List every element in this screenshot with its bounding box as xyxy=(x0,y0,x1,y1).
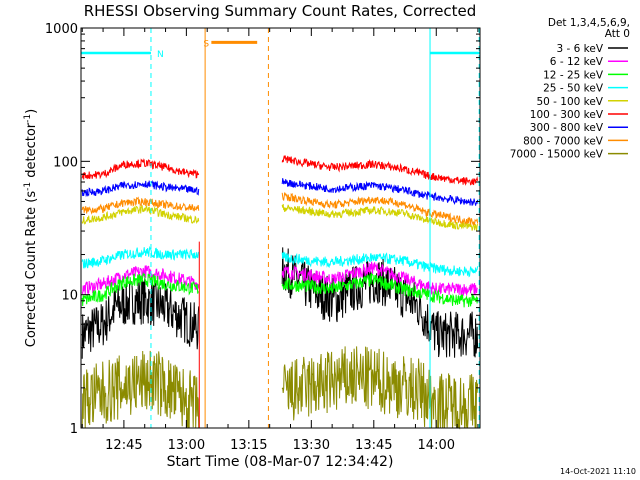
chart-title: RHESSI Observing Summary Count Rates, Co… xyxy=(84,2,477,20)
plot-frame xyxy=(80,27,481,429)
legend-header-line: Det 1,3,4,5,6,9, xyxy=(548,17,630,29)
x-tick-label: 13:15 xyxy=(230,438,267,453)
series-800-7000-kev-post-trace xyxy=(281,192,479,226)
plot-data-layer: NS xyxy=(81,28,480,430)
series-50-100-kev-post-trace xyxy=(281,203,479,231)
y-axis-label-main: Corrected Count Rate (s xyxy=(24,191,39,348)
x-tick-label: 14:00 xyxy=(418,438,455,453)
footer-timestamp: 14-Oct-2021 11:10 xyxy=(560,467,636,476)
x-tick-label: 13:45 xyxy=(355,438,392,453)
legend-entry-label: 12 - 25 keV xyxy=(543,69,604,81)
x-tick-label: 13:30 xyxy=(293,438,330,453)
y-axis-label-mid: detector xyxy=(24,122,39,182)
y-tick-label: 10 xyxy=(61,289,78,304)
series-6-12-kev-pre-trace xyxy=(81,265,200,295)
legend-entry-label: 6 - 12 keV xyxy=(550,56,604,68)
series-300-800-kev-pre-trace xyxy=(81,179,200,198)
series-25-50-kev-post-trace xyxy=(281,251,479,278)
x-tick-label: 13:00 xyxy=(168,438,205,453)
y-tick-label: 100 xyxy=(53,155,78,170)
series-50-100-kev-pre-trace xyxy=(81,205,200,225)
series-300-800-kev-post-trace xyxy=(281,178,479,206)
series-3-6-kev-pre-trace xyxy=(81,278,200,359)
x-axis-label: Start Time (08-Mar-07 12:34:42) xyxy=(167,454,394,470)
annotation-label-s: S xyxy=(203,39,209,49)
legend-entry-label: 300 - 800 keV xyxy=(530,122,604,134)
series-12-25-kev-pre-trace xyxy=(81,271,199,307)
series-100-300-kev-pre-trace xyxy=(81,158,200,180)
y-axis-label-end: ) xyxy=(24,109,39,114)
series-100-300-kev-post-trace xyxy=(281,155,479,186)
y-axis-label-sup1: -1 xyxy=(23,182,33,191)
y-axis-label: Corrected Count Rate (s-1 detector-1) xyxy=(23,109,39,347)
axis-layer: 12:45 13:00 13:15 13:30 13:45 14:00 1 10 100 1000 xyxy=(45,22,480,453)
y-tick-label: 1 xyxy=(70,422,78,437)
legend-entry-label: 800 - 7000 keV xyxy=(523,135,604,147)
annotation-label-n: N xyxy=(157,50,164,60)
series-6-12-kev-post-trace xyxy=(281,261,478,296)
legend-entry-label: 100 - 300 keV xyxy=(530,109,604,121)
legend-entry-label: 7000 - 15000 keV xyxy=(510,149,604,161)
series-12-25-kev-post-trace xyxy=(281,271,479,308)
series-25-50-kev-pre-trace xyxy=(81,245,200,269)
legend-entry-label: 50 - 100 keV xyxy=(536,96,603,108)
series-800-7000-kev-pre-trace xyxy=(81,196,200,215)
legend-entry-label: 25 - 50 keV xyxy=(543,83,604,95)
legend-entry-label: 3 - 6 keV xyxy=(556,43,603,55)
legend-header-line: Att 0 xyxy=(605,28,630,40)
y-axis-label-sup2: -1 xyxy=(23,114,33,123)
series-7000-15000-kev-post-trace xyxy=(281,346,479,430)
series-7000-15000-kev-pre-trace xyxy=(81,350,200,429)
x-tick-label: 12:45 xyxy=(105,438,142,453)
y-tick-label: 1000 xyxy=(45,22,78,37)
